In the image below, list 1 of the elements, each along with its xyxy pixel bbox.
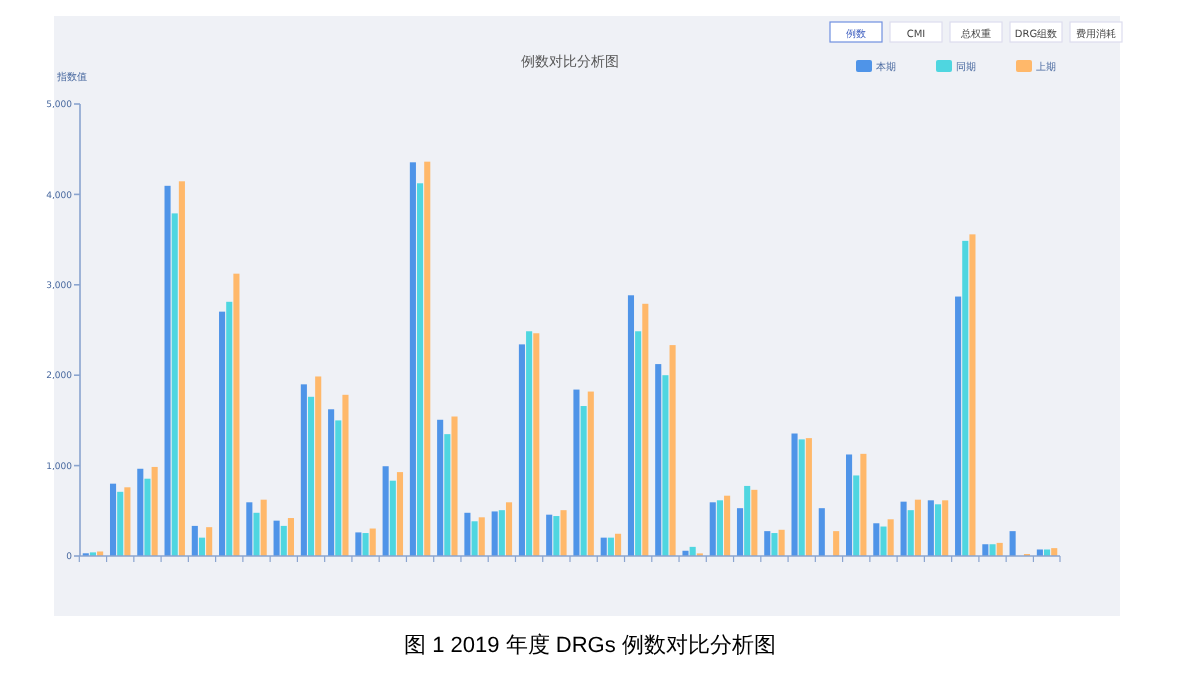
caption: 图 1 2019 年度 DRGs 例数对比分析图 (404, 632, 776, 658)
